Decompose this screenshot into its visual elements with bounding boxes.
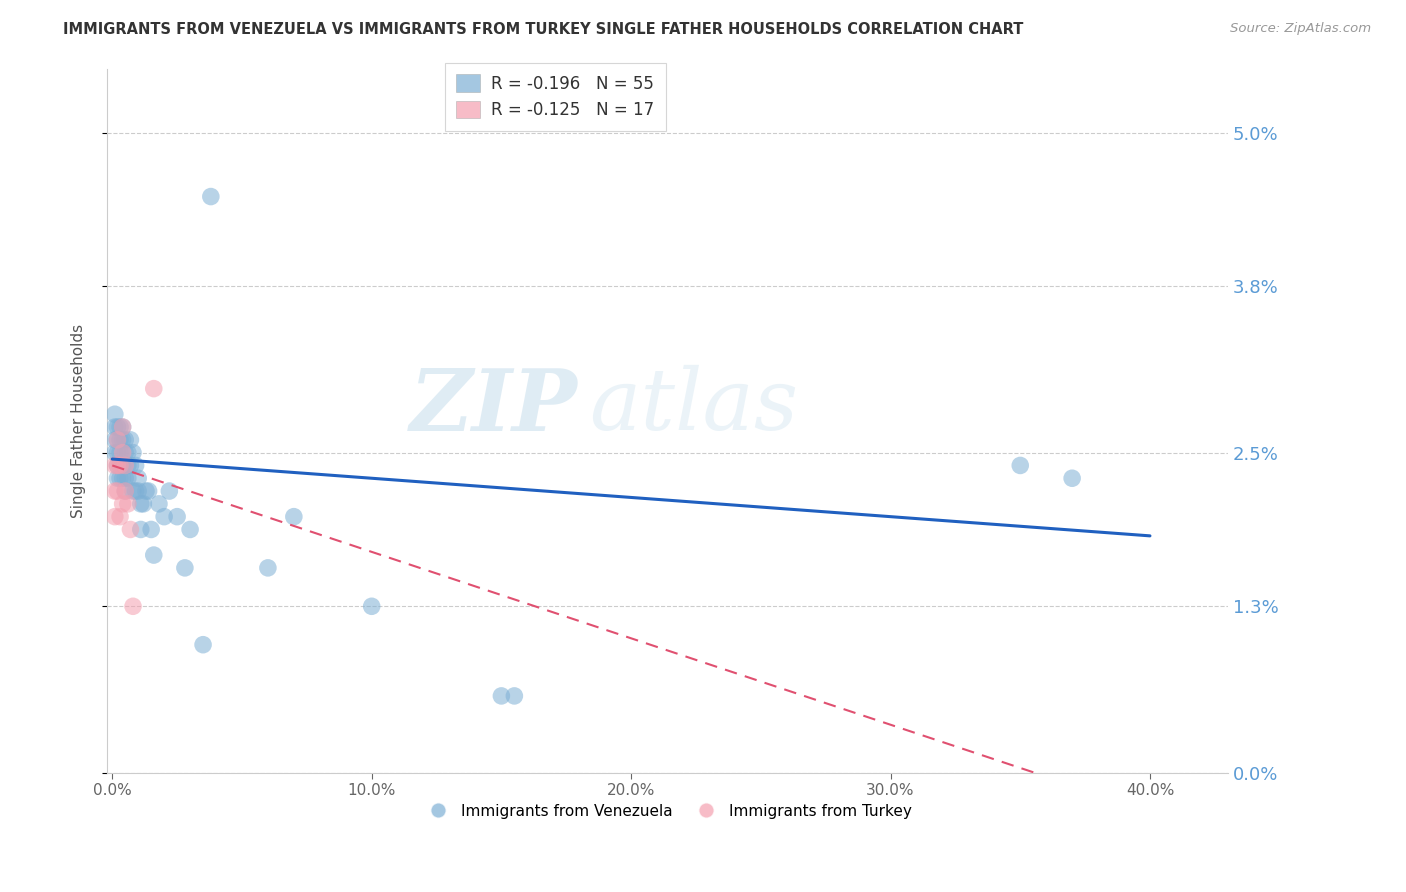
Point [108, 445, 131, 459]
Point [122, 599, 145, 614]
Point [174, 561, 197, 575]
Point [107, 458, 129, 473]
Point [104, 509, 127, 524]
Point [108, 433, 131, 447]
Point [108, 458, 131, 473]
Point [114, 445, 136, 459]
Point [117, 458, 139, 473]
Point [200, 189, 222, 203]
Point [114, 471, 136, 485]
Point [179, 523, 201, 537]
Point [142, 548, 165, 562]
Point [104, 484, 127, 499]
Point [108, 458, 131, 473]
Text: ZIP: ZIP [411, 365, 578, 449]
Point [117, 471, 139, 485]
Point [141, 523, 163, 537]
Point [157, 484, 180, 499]
Point [104, 433, 127, 447]
Point [129, 523, 152, 537]
Point [135, 484, 157, 499]
Point [114, 484, 136, 499]
Point [120, 433, 142, 447]
Point [111, 420, 134, 434]
Point [120, 523, 142, 537]
Point [108, 471, 131, 485]
Point [111, 497, 134, 511]
Point [114, 458, 136, 473]
Point [166, 509, 188, 524]
Point [153, 509, 176, 524]
Point [117, 497, 139, 511]
Point [142, 382, 165, 396]
Text: Source: ZipAtlas.com: Source: ZipAtlas.com [1230, 22, 1371, 36]
Point [107, 433, 129, 447]
Point [360, 599, 382, 614]
Text: IMMIGRANTS FROM VENEZUELA VS IMMIGRANTS FROM TURKEY SINGLE FATHER HOUSEHOLDS COR: IMMIGRANTS FROM VENEZUELA VS IMMIGRANTS … [63, 22, 1024, 37]
Point [107, 458, 129, 473]
Point [107, 445, 129, 459]
Point [283, 509, 305, 524]
Point [111, 420, 134, 434]
Point [107, 484, 129, 499]
Point [107, 420, 129, 434]
Point [148, 497, 170, 511]
Point [104, 458, 127, 473]
Point [120, 458, 142, 473]
Point [114, 484, 136, 499]
Point [107, 433, 129, 447]
Point [108, 509, 131, 524]
Point [111, 445, 134, 459]
Point [129, 497, 152, 511]
Y-axis label: Single Father Households: Single Father Households [72, 324, 86, 517]
Point [114, 433, 136, 447]
Point [124, 458, 146, 473]
Point [108, 420, 131, 434]
Point [111, 433, 134, 447]
Point [1062, 471, 1084, 485]
Point [491, 689, 513, 703]
Point [111, 458, 134, 473]
Point [104, 445, 127, 459]
Point [257, 561, 280, 575]
Point [122, 445, 145, 459]
Point [138, 484, 160, 499]
Point [111, 471, 134, 485]
Point [191, 638, 214, 652]
Point [104, 407, 127, 421]
Point [503, 689, 526, 703]
Point [122, 484, 145, 499]
Point [127, 484, 149, 499]
Point [132, 497, 155, 511]
Text: atlas: atlas [589, 365, 799, 448]
Point [1010, 458, 1032, 473]
Point [127, 471, 149, 485]
Point [117, 445, 139, 459]
Legend: Immigrants from Venezuela, Immigrants from Turkey: Immigrants from Venezuela, Immigrants fr… [416, 797, 918, 825]
Point [107, 471, 129, 485]
Point [104, 420, 127, 434]
Point [124, 484, 146, 499]
